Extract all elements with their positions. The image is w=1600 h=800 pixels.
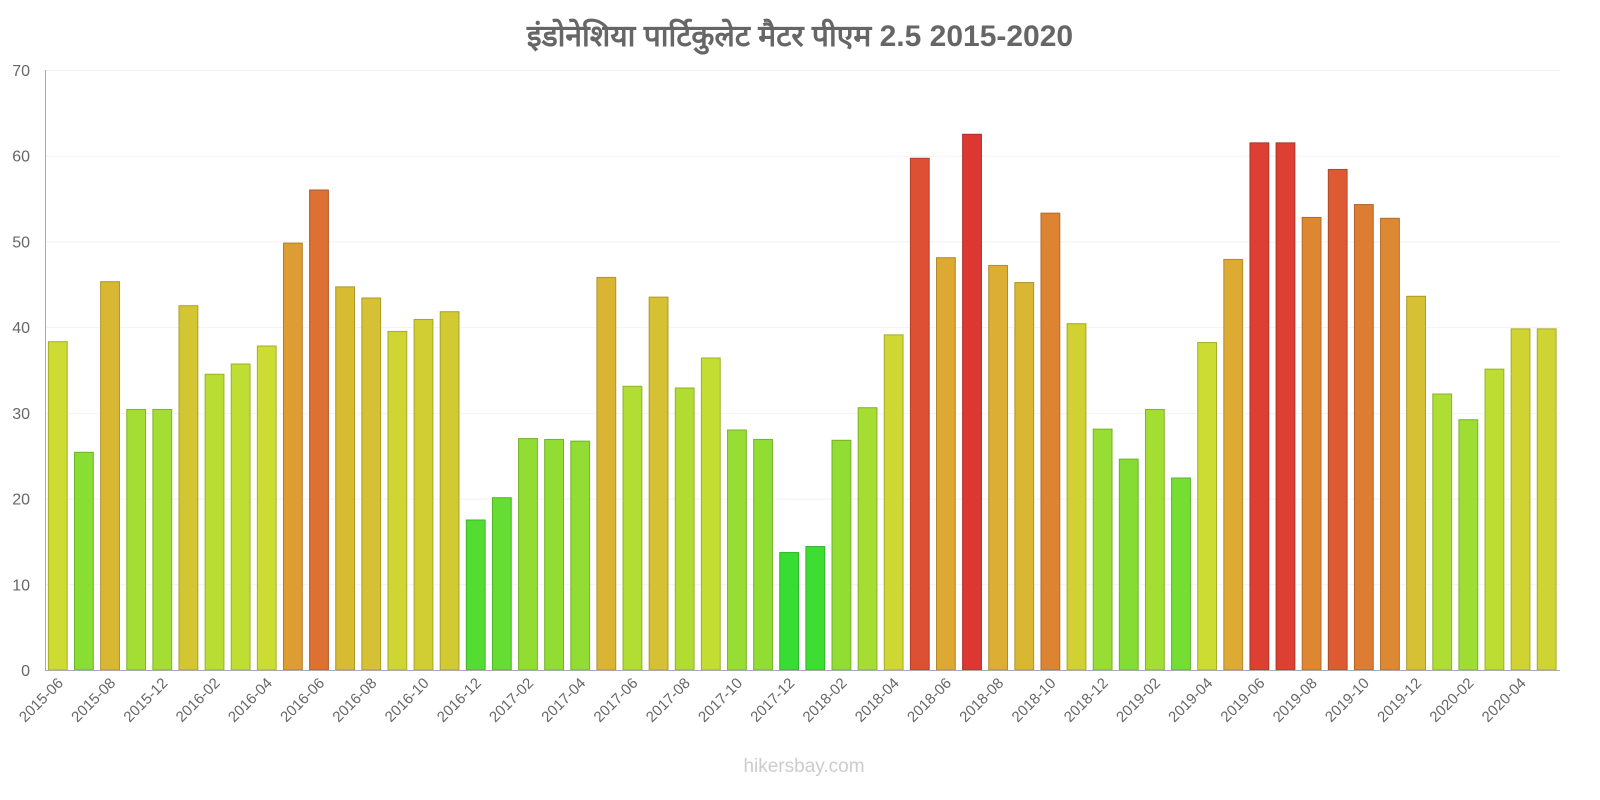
- bar-2016-03: [230, 363, 251, 671]
- x-tick-label: 2020-04: [1479, 675, 1530, 726]
- bar-2016-10: [413, 318, 434, 671]
- bar-2020-04: [1510, 328, 1531, 671]
- bar-2016-05: [282, 242, 303, 671]
- bar-2018-08: [988, 264, 1009, 671]
- bar-2015-06: [47, 341, 68, 671]
- bar-2015-07: [74, 451, 94, 671]
- x-tick-label: 2018-12: [1061, 675, 1112, 726]
- bar-2017-03: [544, 438, 564, 671]
- bar-2017-11: [753, 438, 773, 671]
- x-tick-label: 2017-12: [747, 675, 798, 726]
- x-tick-label: 2015-12: [120, 675, 171, 726]
- bar-2018-01: [805, 546, 826, 671]
- x-tick-label: 2016-08: [329, 675, 380, 726]
- bar-2017-05: [596, 276, 617, 671]
- bar-2018-02: [831, 439, 852, 671]
- bar-2017-02: [518, 438, 538, 671]
- bar-2019-06: [1249, 142, 1270, 671]
- watermark: hikersbay.com: [743, 756, 864, 777]
- bar-2016-07: [335, 286, 356, 671]
- bar-2020-02: [1458, 419, 1479, 671]
- bar-2016-12: [465, 519, 486, 671]
- bar-2016-01: [178, 305, 199, 671]
- bar-2018-06: [935, 257, 956, 671]
- bar-2016-04: [256, 345, 277, 671]
- y-tick-label: 60: [12, 149, 30, 166]
- bar-2016-09: [387, 330, 408, 671]
- bar-2015-12: [152, 408, 173, 671]
- chart-title: इंडोनेशिया पार्टिकुलेट मैटर पीएम 2.5 201…: [526, 18, 1073, 55]
- x-tick-label: 2016-10: [382, 675, 433, 726]
- bar-2018-09: [1014, 282, 1035, 671]
- x-tick-label: 2019-06: [1217, 675, 1268, 726]
- bar-2019-11: [1380, 217, 1400, 671]
- bar-2020-01: [1432, 393, 1453, 671]
- bar-2019-10: [1353, 204, 1374, 671]
- bar-2017-08: [674, 387, 695, 671]
- x-tick-label: 2017-04: [538, 675, 589, 726]
- bar-2015-08: [100, 281, 120, 671]
- x-tick-label: 2016-02: [173, 675, 224, 726]
- x-tick-label: 2017-02: [486, 675, 537, 726]
- bar-2018-12: [1092, 428, 1113, 671]
- x-tick-label: 2017-08: [643, 675, 694, 726]
- x-tick-label: 2018-06: [904, 675, 955, 726]
- bar-2020-05: [1536, 328, 1557, 671]
- bar-2019-05: [1223, 258, 1244, 671]
- y-tick-label: 20: [12, 492, 30, 509]
- y-tick-label: 40: [12, 320, 30, 337]
- x-tick-label: 2018-08: [956, 675, 1007, 726]
- bar-2017-12: [779, 552, 800, 671]
- bar-2019-07: [1275, 142, 1296, 671]
- bar-2020-03: [1484, 368, 1505, 671]
- x-tick-label: 2017-06: [591, 675, 642, 726]
- bar-2016-11: [439, 311, 460, 671]
- bar-2019-04: [1197, 342, 1218, 671]
- x-tick-label: 2015-08: [68, 675, 119, 726]
- x-tick-label: 2019-10: [1322, 675, 1373, 726]
- bar-2019-02: [1144, 408, 1165, 671]
- bar-2019-09: [1327, 168, 1348, 671]
- y-tick-label: 50: [12, 234, 30, 251]
- bar-2018-05: [909, 157, 930, 671]
- bar-2019-03: [1171, 477, 1191, 671]
- bar-2018-04: [883, 334, 904, 671]
- bar-2018-07: [962, 133, 982, 671]
- x-tick-label: 2020-02: [1426, 675, 1477, 726]
- x-tick-label: 2016-12: [434, 675, 485, 726]
- y-tick-label: 10: [12, 577, 30, 594]
- x-tick-label: 2018-04: [852, 675, 903, 726]
- bar-2019-12: [1406, 295, 1426, 671]
- bar-2017-07: [648, 296, 669, 671]
- bar-2018-03: [857, 407, 878, 671]
- x-tick-label: 2016-06: [277, 675, 328, 726]
- bar-2018-11: [1066, 323, 1087, 671]
- bar-2017-10: [727, 429, 747, 671]
- y-tick-label: 70: [12, 63, 30, 80]
- bar-2017-09: [700, 357, 721, 671]
- bar-2019-01: [1118, 458, 1139, 671]
- x-tick-label: 2017-10: [695, 675, 746, 726]
- bar-2016-08: [361, 297, 382, 671]
- x-tick-label: 2019-04: [1165, 675, 1216, 726]
- y-tick-label: 30: [12, 406, 30, 423]
- bar-2017-06: [622, 385, 643, 671]
- x-tick-label: 2019-08: [1270, 675, 1321, 726]
- bar-2018-10: [1040, 212, 1061, 671]
- x-tick-label: 2016-04: [225, 675, 276, 726]
- y-tick-label: 0: [21, 663, 30, 680]
- bar-2019-08: [1301, 216, 1322, 671]
- x-tick-label: 2019-12: [1374, 675, 1425, 726]
- bar-2017-04: [570, 440, 591, 671]
- x-tick-label: 2018-10: [1009, 675, 1060, 726]
- x-tick-label: 2015-06: [16, 675, 67, 726]
- x-tick-label: 2019-02: [1113, 675, 1164, 726]
- x-tick-label: 2018-02: [800, 675, 851, 726]
- bar-2015-11: [126, 408, 147, 671]
- bar-2016-02: [204, 373, 225, 671]
- bar-2017-01: [491, 497, 512, 671]
- bar-2016-06: [309, 189, 329, 671]
